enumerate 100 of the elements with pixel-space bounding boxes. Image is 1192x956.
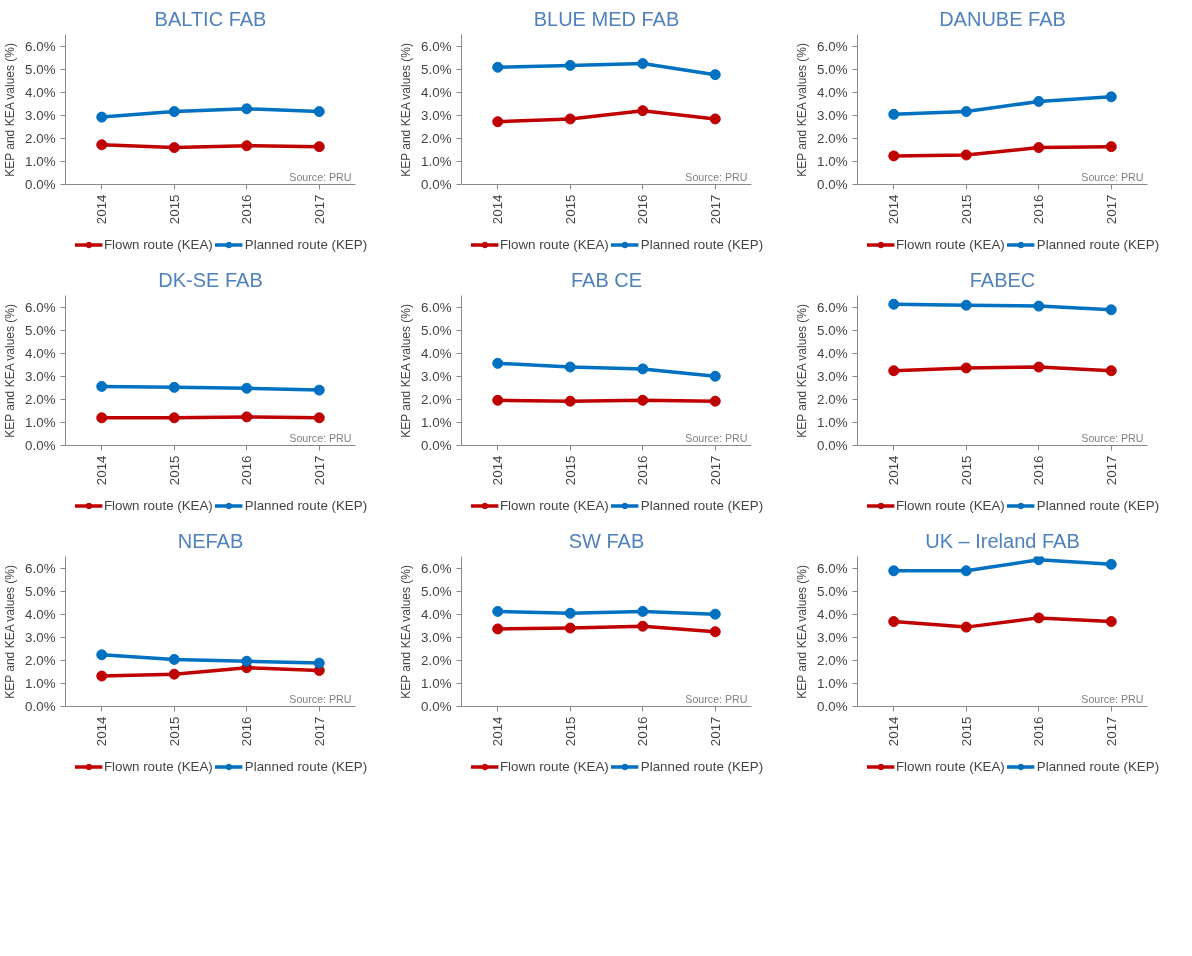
y-axis-title: KEP and KEA values (%): [795, 43, 810, 177]
y-tick-label: 2.0%: [817, 391, 848, 407]
x-tick-label: 2017: [311, 455, 327, 486]
point: [564, 622, 576, 634]
point: [1105, 91, 1117, 103]
x-tick-label: 2016: [635, 194, 651, 225]
point: [96, 111, 108, 123]
y-tick-label: 1.0%: [25, 675, 56, 691]
point: [888, 298, 900, 310]
point: [168, 653, 180, 665]
point: [1033, 556, 1045, 566]
point: [168, 381, 180, 393]
x-tick-label: 2016: [1031, 455, 1047, 486]
y-tick-label: 3.0%: [421, 368, 452, 384]
x-tick-label: 2017: [311, 716, 327, 747]
point: [492, 357, 504, 369]
legend-label: Planned route (KEP): [244, 497, 368, 513]
point: [241, 140, 253, 152]
y-tick-label: 5.0%: [421, 583, 452, 599]
y-tick-label: 6.0%: [25, 38, 56, 54]
y-tick-label: 6.0%: [25, 299, 56, 315]
x-tick-label: 2016: [635, 455, 651, 486]
x-tick-label: 2017: [1103, 455, 1119, 486]
x-tick-label: 2016: [1031, 194, 1047, 225]
y-tick-label: 5.0%: [25, 583, 56, 599]
y-tick-label: 4.0%: [421, 606, 452, 622]
point: [313, 384, 325, 396]
x-tick-label: 2016: [239, 455, 255, 486]
x-tick-label: 2017: [707, 716, 723, 747]
point: [313, 657, 325, 669]
point: [960, 106, 972, 118]
y-tick-label: 6.0%: [817, 38, 848, 54]
point: [1033, 612, 1045, 624]
y-tick-label: 2.0%: [25, 130, 56, 146]
y-tick-label: 2.0%: [421, 652, 452, 668]
y-tick-label: 5.0%: [817, 583, 848, 599]
point: [492, 394, 504, 406]
point: [709, 69, 721, 81]
point: [168, 142, 180, 154]
y-tick-label: 0.0%: [817, 699, 848, 714]
point: [492, 605, 504, 617]
x-tick-label: 2015: [562, 455, 578, 486]
x-tick-label: 2017: [1103, 194, 1119, 225]
x-tick-label: 2015: [958, 716, 974, 747]
x-tick-label: 2015: [562, 716, 578, 747]
y-tick-label: 3.0%: [817, 368, 848, 384]
point: [637, 394, 649, 406]
y-tick-label: 1.0%: [421, 675, 452, 691]
point: [1033, 361, 1045, 373]
x-tick-label: 2015: [958, 194, 974, 225]
y-tick-label: 0.0%: [817, 177, 848, 192]
y-axis-title: KEP and KEA values (%): [3, 43, 18, 177]
y-tick-label: 1.0%: [25, 153, 56, 169]
point: [637, 363, 649, 375]
x-tick-label: 2014: [490, 193, 506, 225]
point: [564, 395, 576, 407]
y-tick-label: 1.0%: [421, 153, 452, 169]
y-tick-label: 2.0%: [817, 652, 848, 668]
y-tick-label: 3.0%: [25, 629, 56, 645]
y-tick-label: 6.0%: [421, 299, 452, 315]
y-tick-label: 1.0%: [421, 414, 452, 430]
y-tick-label: 2.0%: [25, 391, 56, 407]
y-tick-label: 0.0%: [421, 699, 452, 714]
point: [1033, 142, 1045, 154]
y-tick-label: 5.0%: [421, 322, 452, 338]
point: [241, 382, 253, 394]
point: [960, 565, 972, 577]
y-tick-label: 4.0%: [25, 84, 56, 100]
x-tick-label: 2014: [886, 715, 902, 747]
x-tick-label: 2015: [562, 194, 578, 225]
y-tick-label: 6.0%: [421, 560, 452, 576]
x-tick-label: 2014: [94, 454, 110, 486]
y-axis-title: KEP and KEA values (%): [3, 304, 18, 438]
point: [637, 620, 649, 632]
annotation: Source: PRU: [685, 170, 748, 183]
x-tick-label: 2015: [166, 716, 182, 747]
annotation: Source: PRU: [289, 692, 352, 705]
point: [564, 361, 576, 373]
y-tick-label: 5.0%: [817, 61, 848, 77]
point: [960, 299, 972, 311]
chart-title: NEFAB: [177, 529, 244, 552]
y-tick-label: 1.0%: [817, 675, 848, 691]
y-tick-label: 6.0%: [817, 299, 848, 315]
annotation: Source: PRU: [1081, 170, 1144, 183]
chart-title: DK-SE FAB: [158, 268, 263, 291]
y-tick-label: 4.0%: [817, 606, 848, 622]
point: [1105, 558, 1117, 570]
point: [960, 149, 972, 161]
legend-label: Flown route (KEA): [103, 758, 213, 774]
x-tick-label: 2016: [239, 194, 255, 225]
y-axis-title: KEP and KEA values (%): [795, 304, 810, 438]
legend-label: Planned route (KEP): [244, 236, 368, 252]
legend-label: Planned route (KEP): [640, 758, 764, 774]
y-tick-label: 6.0%: [817, 560, 848, 576]
legend-label: Planned route (KEP): [640, 497, 764, 513]
y-tick-label: 1.0%: [817, 414, 848, 430]
y-tick-label: 3.0%: [817, 629, 848, 645]
legend-label: Flown route (KEA): [895, 236, 1005, 252]
point: [492, 61, 504, 73]
point: [1105, 141, 1117, 153]
